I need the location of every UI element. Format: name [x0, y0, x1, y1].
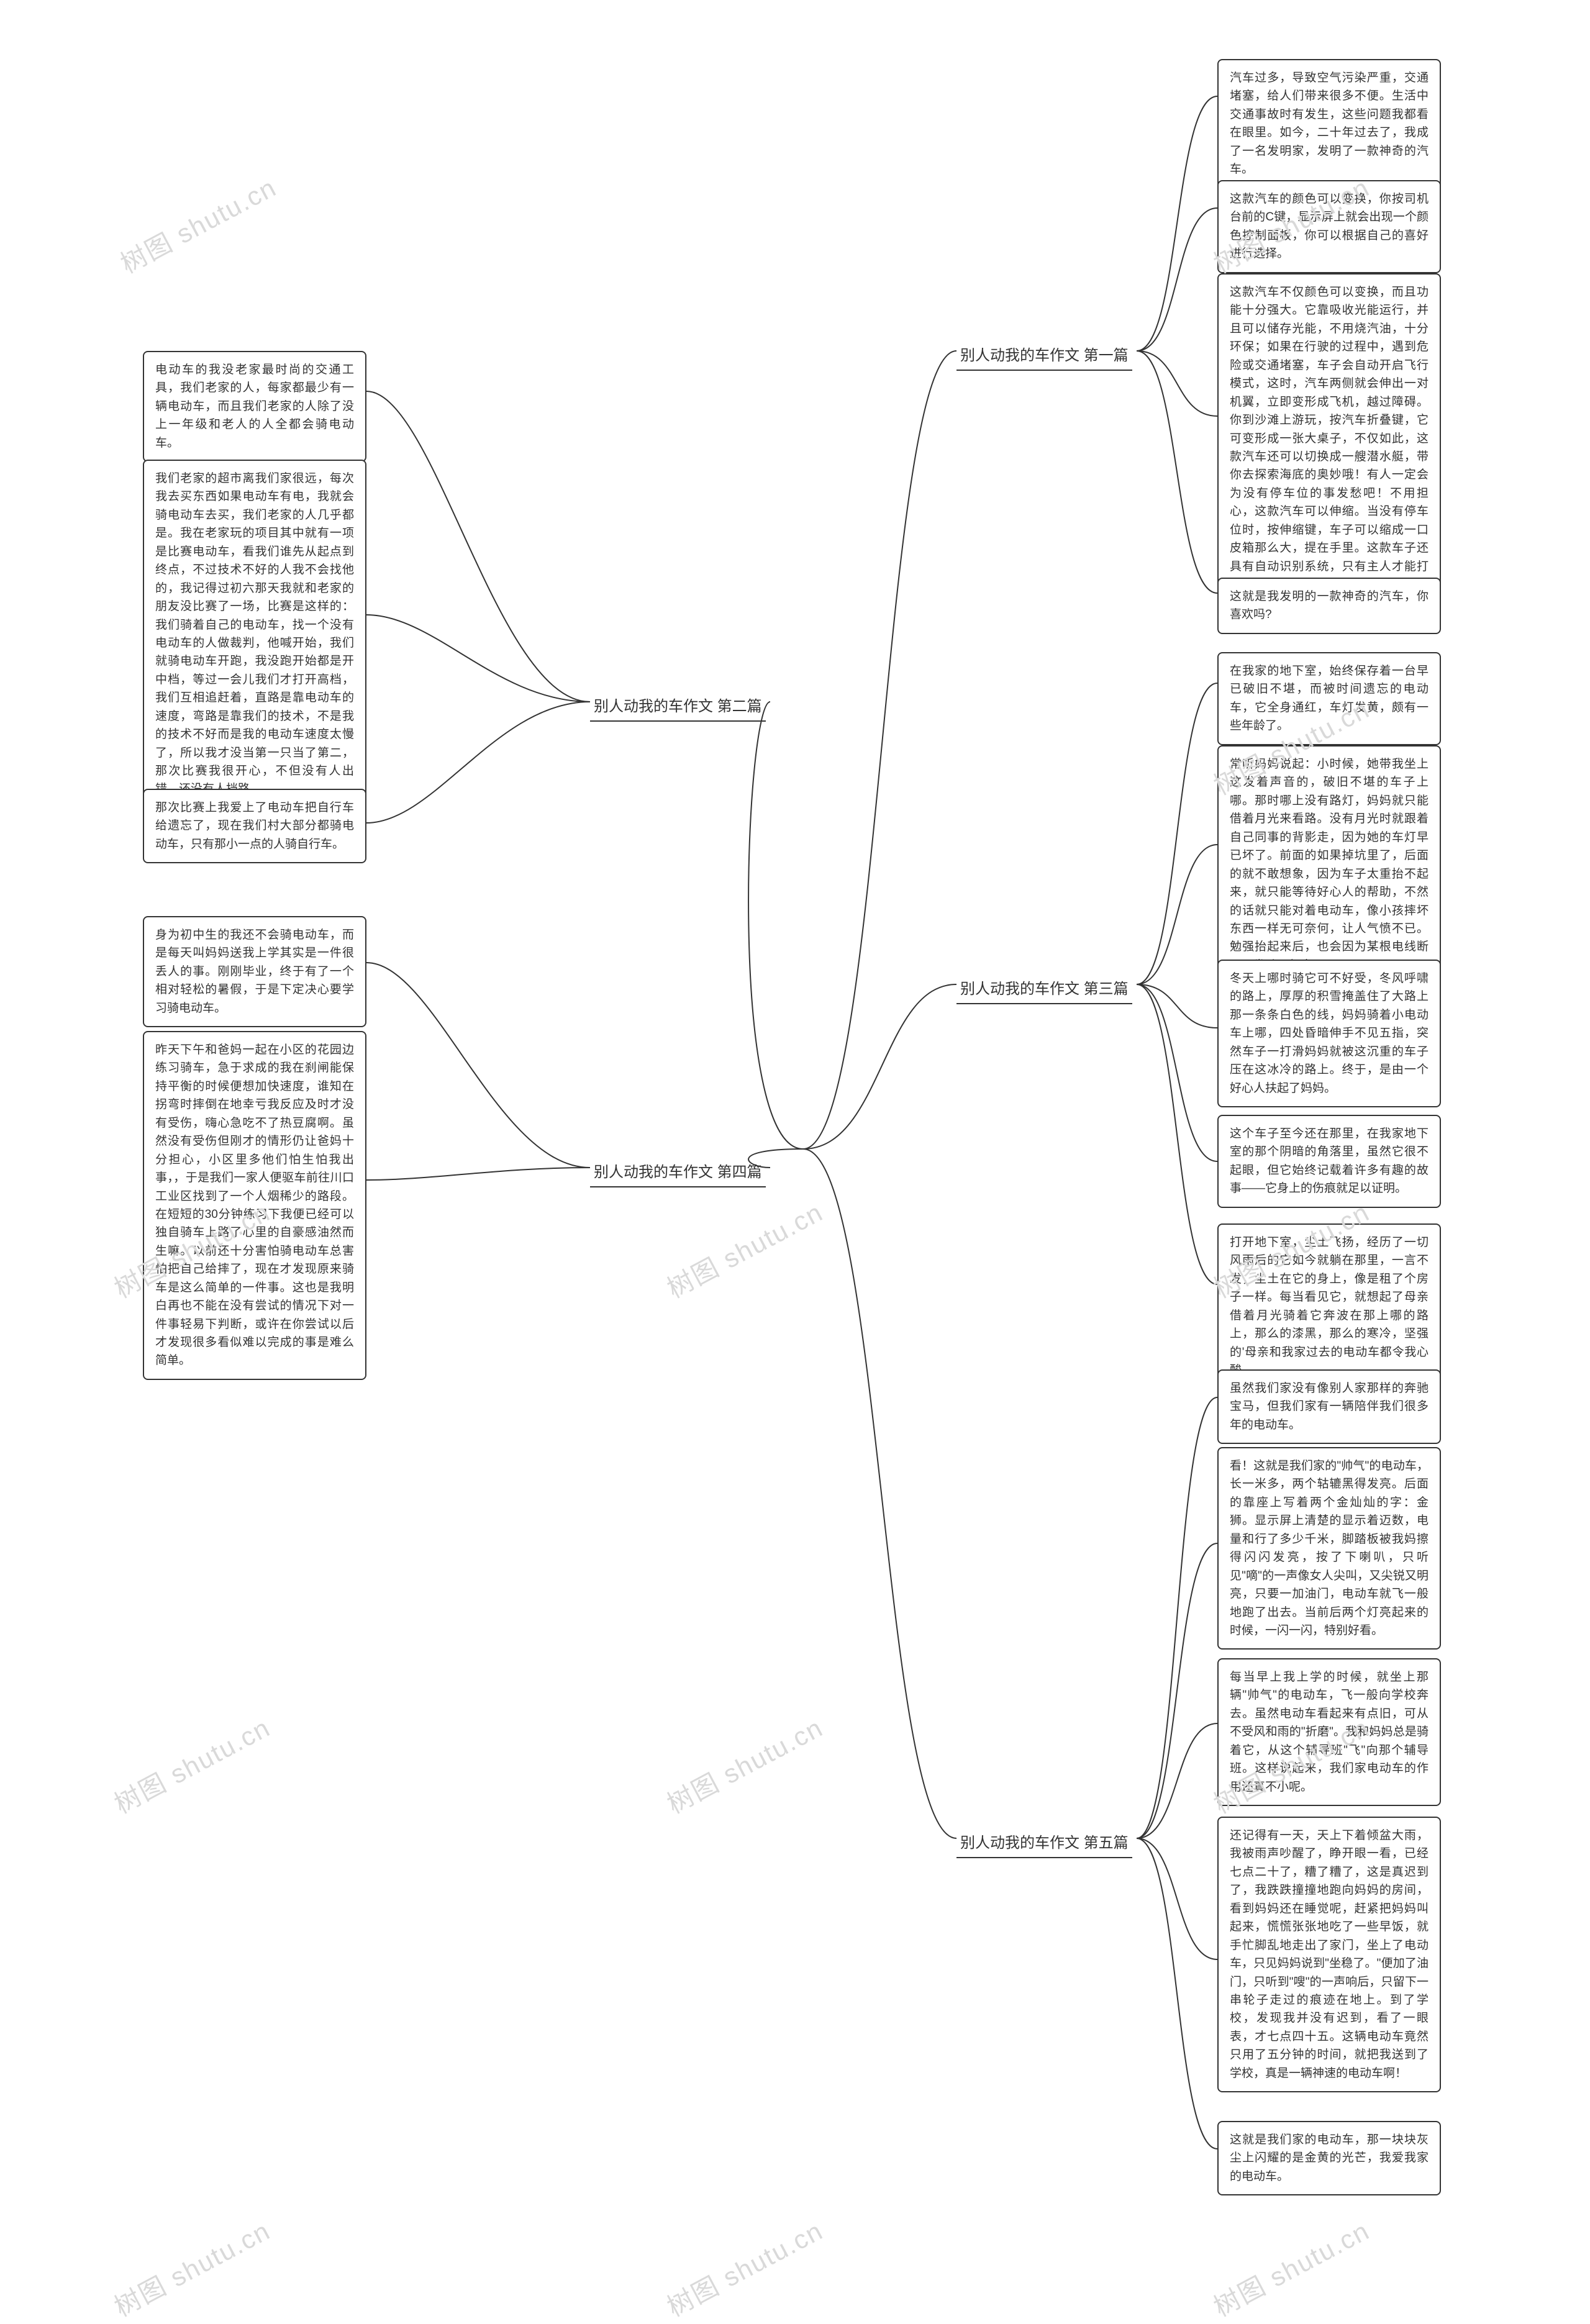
watermark-text: 树图 shutu.cn	[107, 1707, 276, 1822]
leaf[interactable]: 昨天下午和爸妈一起在小区的花园边练习骑车，急于求成的我在刹闸能保持平衡的时候便想…	[143, 1031, 366, 1380]
watermark-text: 树图 shutu.cn	[113, 167, 283, 281]
watermark-text: 树图 shutu.cn	[660, 1192, 829, 1306]
leaf[interactable]: 这就是我们家的电动车，那一块块灰尘上闪耀的是金黄的光芒，我爱我家的电动车。	[1217, 2121, 1441, 2195]
mindmap-root: 别人动我的车作文 第一篇 别人动我的车作文 第三篇 别人动我的车作文 第五篇 别…	[0, 0, 1590, 2300]
leaf[interactable]: 这款汽车不仅颜色可以变换，而且功能十分强大。它靠吸收光能运行，并且可以储存光能，…	[1217, 273, 1441, 622]
leaf[interactable]: 我们老家的超市离我们家很远，每次我去买东西如果电动车有电，我就会骑电动车去买，我…	[143, 460, 366, 809]
leaf[interactable]: 每当早上我上学的时候，就坐上那辆"帅气"的电动车，飞一般向学校奔去。虽然电动车看…	[1217, 1658, 1441, 1806]
leaf[interactable]: 看！这就是我们家的"帅气"的电动车，长一米多，两个轱辘黑得发亮。后面的靠座上写着…	[1217, 1447, 1441, 1650]
leaf[interactable]: 在我家的地下室，始终保存着一台早已破旧不堪，而被时间遗忘的电动车，它全身通红，车…	[1217, 652, 1441, 745]
leaf[interactable]: 电动车的我没老家最时尚的交通工具，我们老家的人，每家都最少有一辆电动车，而且我们…	[143, 351, 366, 462]
branch-5-label[interactable]: 别人动我的车作文 第五篇	[956, 1829, 1132, 1858]
leaf[interactable]: 常听妈妈说起：小时候，她带我坐上这发着声音的，破旧不堪的车子上哪。那时哪上没有路…	[1217, 745, 1441, 984]
branch-4-label[interactable]: 别人动我的车作文 第四篇	[590, 1158, 766, 1187]
leaf[interactable]: 还记得有一天，天上下着倾盆大雨，我被雨声吵醒了，睁开眼一看，已经七点二十了，糟了…	[1217, 1817, 1441, 2092]
branch-1-label[interactable]: 别人动我的车作文 第一篇	[956, 342, 1132, 371]
watermark-text: 树图 shutu.cn	[107, 2210, 276, 2324]
leaf[interactable]: 那次比赛上我爱上了电动车把自行车给遗忘了，现在我们村大部分都骑电动车，只有那小一…	[143, 789, 366, 863]
watermark-text: 树图 shutu.cn	[660, 2210, 829, 2324]
leaf[interactable]: 冬天上哪时骑它可不好受，冬风呼啸的路上，厚厚的积雪掩盖住了大路上那一条条白色的线…	[1217, 960, 1441, 1107]
leaf[interactable]: 汽车过多，导致空气污染严重，交通堵塞，给人们带来很多不便。生活中交通事故时有发生…	[1217, 59, 1441, 189]
root-node	[801, 1137, 805, 1161]
leaf[interactable]: 身为初中生的我还不会骑电动车，而是每天叫妈妈送我上学其实是一件很丢人的事。刚刚毕…	[143, 916, 366, 1027]
branch-2-label[interactable]: 别人动我的车作文 第二篇	[590, 692, 766, 722]
leaf[interactable]: 这个车子至今还在那里，在我家地下室的那个阴暗的角落里，虽然它很不起眼，但它始终记…	[1217, 1115, 1441, 1208]
watermark-text: 树图 shutu.cn	[660, 1707, 829, 1822]
leaf[interactable]: 这就是我发明的一款神奇的汽车，你喜欢吗?	[1217, 578, 1441, 634]
leaf[interactable]: 虽然我们家没有像别人家那样的奔驰宝马，但我们家有一辆陪伴我们很多年的电动车。	[1217, 1369, 1441, 1444]
leaf[interactable]: 打开地下室，尘土飞扬，经历了一切风雨后的它如今就躺在那里，一言不发，尘土在它的身…	[1217, 1223, 1441, 1390]
branch-3-label[interactable]: 别人动我的车作文 第三篇	[956, 975, 1132, 1004]
watermark-text: 树图 shutu.cn	[1206, 2210, 1376, 2324]
leaf[interactable]: 这款汽车的颜色可以变换，你按司机台前的C键，显示屏上就会出现一个颜色控制面板，你…	[1217, 180, 1441, 273]
